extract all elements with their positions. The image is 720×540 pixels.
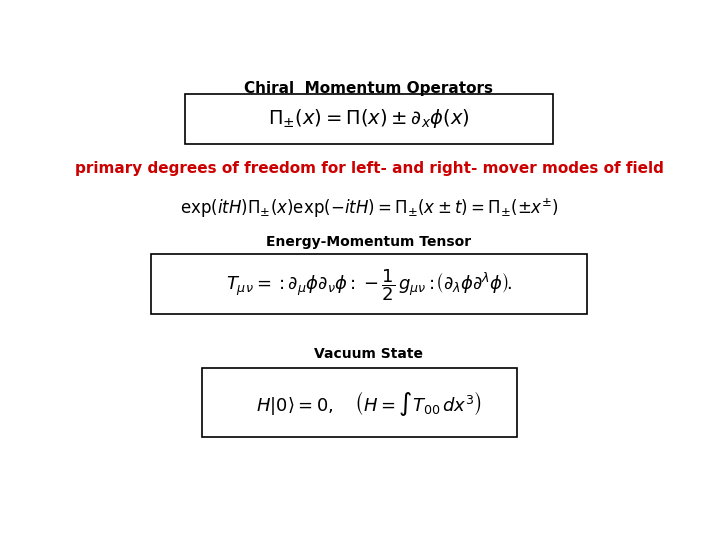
Text: $H|0\rangle = 0, \quad \left(H = \int T_{00}\,dx^3\right)$: $H|0\rangle = 0, \quad \left(H = \int T_… [256, 389, 482, 418]
Text: $T_{\mu\nu} =: \partial_{\mu}\phi\partial_{\nu}\phi : -\dfrac{1}{2}\, g_{\mu\nu}: $T_{\mu\nu} =: \partial_{\mu}\phi\partia… [226, 267, 512, 303]
Text: $\Pi_{\pm}(x) = \Pi(x) \pm \partial_x \phi(x)$: $\Pi_{\pm}(x) = \Pi(x) \pm \partial_x \p… [268, 107, 470, 130]
Text: Vacuum State: Vacuum State [315, 347, 423, 361]
Text: Energy-Momentum Tensor: Energy-Momentum Tensor [266, 234, 472, 248]
Text: Chiral  Momentum Operators: Chiral Momentum Operators [245, 82, 493, 97]
Text: $\exp(itH)\Pi_{\pm}(x)\exp(-itH) = \Pi_{\pm}(x \pm t) = \Pi_{\pm}(\pm x^{\pm})$: $\exp(itH)\Pi_{\pm}(x)\exp(-itH) = \Pi_{… [179, 197, 559, 220]
Text: primary degrees of freedom for left- and right- mover modes of field: primary degrees of freedom for left- and… [75, 161, 663, 176]
